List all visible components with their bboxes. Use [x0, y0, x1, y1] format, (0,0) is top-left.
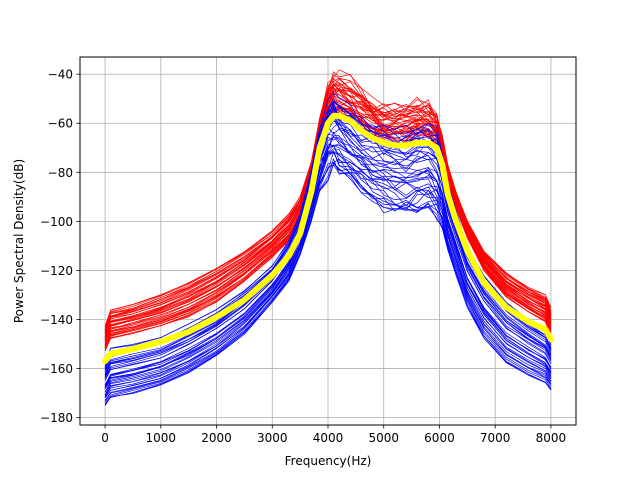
blue-spectrum-line [104, 162, 552, 405]
x-tick-label: 4000 [313, 431, 344, 445]
y-tick-label: −80 [48, 166, 73, 180]
blue-spectrum-line [104, 164, 552, 403]
red-spectrum-line [104, 78, 552, 330]
blue-spectrum-line [104, 117, 552, 375]
x-tick-label: 5000 [368, 431, 399, 445]
x-tick-label: 2000 [201, 431, 232, 445]
x-tick-label: 1000 [146, 431, 177, 445]
red-spectrum-line [104, 97, 552, 342]
y-tick-label: −180 [40, 411, 73, 425]
yellow-mean-line [102, 112, 554, 365]
x-tick-label: 7000 [480, 431, 511, 445]
x-tick-label: 8000 [536, 431, 567, 445]
blue-spectrum-line [104, 144, 552, 395]
red-spectrum-line [104, 108, 552, 350]
blue-spectrum-line [104, 151, 552, 397]
blue-spectrum-line [104, 122, 552, 378]
blue-spectrum-line [104, 127, 552, 381]
y-tick-label: −160 [40, 362, 73, 376]
x-tick-label: 6000 [424, 431, 455, 445]
x-ticks: 0 1000 2000 3000 4000 5000 6000 7000 8000 [101, 425, 566, 445]
y-tick-label: −140 [40, 313, 73, 327]
series-lines [102, 69, 554, 406]
red-spectrum-line [104, 71, 552, 328]
blue-spectrum-line [104, 117, 552, 379]
red-spectrum-line [104, 81, 552, 337]
blue-spectrum-line [104, 114, 552, 375]
y-tick-label: −120 [40, 264, 73, 278]
blue-spectrum-line [104, 163, 552, 406]
blue-spectrum-line [104, 145, 552, 393]
x-tick-label: 3000 [257, 431, 288, 445]
y-ticks: −180 −160 −140 −120 −100 −80 −60 −40 [40, 68, 80, 425]
red-spectrum-line [104, 104, 552, 348]
y-axis-label: Power Spectral Density(dB) [12, 159, 26, 323]
x-tick-label: 0 [101, 431, 109, 445]
y-tick-label: −60 [48, 117, 73, 131]
y-tick-label: −40 [48, 68, 73, 82]
y-tick-label: −100 [40, 215, 73, 229]
x-axis-label: Frequency(Hz) [285, 454, 372, 468]
blue-spectrum-line [104, 151, 552, 399]
red-spectrum-line [104, 109, 552, 346]
blue-spectrum-line [104, 144, 552, 389]
blue-spectrum-line [104, 161, 552, 401]
